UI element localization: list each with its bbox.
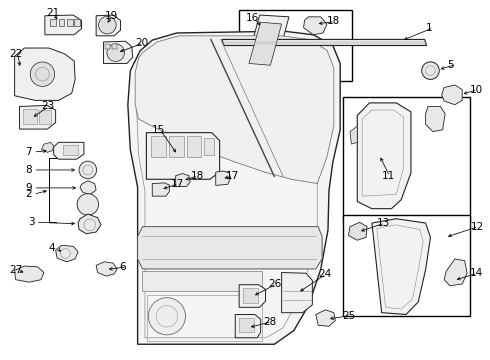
Bar (67, 19, 73, 26)
Polygon shape (372, 219, 431, 315)
Circle shape (79, 161, 97, 179)
Circle shape (30, 62, 55, 86)
Polygon shape (96, 262, 117, 276)
Text: 28: 28 (264, 317, 277, 327)
Bar (239, 318, 254, 332)
Polygon shape (304, 17, 327, 35)
Text: 18: 18 (190, 171, 203, 181)
Bar (58, 19, 64, 26)
Polygon shape (96, 15, 121, 36)
Polygon shape (103, 41, 133, 63)
Text: 11: 11 (382, 171, 395, 181)
Circle shape (148, 298, 185, 335)
Polygon shape (80, 181, 96, 194)
Bar (39, 110, 51, 124)
Polygon shape (135, 36, 334, 184)
Circle shape (98, 16, 116, 34)
Bar (239, 10, 352, 81)
Text: 7: 7 (25, 147, 32, 157)
Bar (203, 138, 214, 155)
Polygon shape (426, 107, 445, 132)
Circle shape (77, 194, 98, 215)
Text: 27: 27 (10, 265, 23, 275)
Polygon shape (441, 85, 462, 105)
Text: 2: 2 (25, 189, 32, 199)
Bar (105, 44, 110, 49)
Polygon shape (348, 222, 367, 240)
Text: 10: 10 (469, 85, 483, 95)
Text: 16: 16 (246, 13, 259, 23)
Bar (187, 136, 201, 157)
Polygon shape (152, 183, 170, 196)
Text: 1: 1 (426, 23, 432, 33)
Text: 25: 25 (343, 311, 356, 320)
Polygon shape (282, 273, 312, 313)
Polygon shape (55, 245, 78, 262)
Bar (74, 19, 80, 26)
Polygon shape (45, 15, 81, 35)
Polygon shape (128, 31, 340, 344)
Polygon shape (216, 171, 230, 185)
Text: 6: 6 (119, 262, 126, 272)
Polygon shape (239, 285, 266, 307)
Bar (243, 288, 258, 303)
Text: 12: 12 (470, 222, 484, 231)
Polygon shape (20, 105, 55, 129)
Polygon shape (444, 259, 467, 286)
Polygon shape (176, 174, 190, 186)
Text: 4: 4 (49, 243, 55, 253)
Text: 23: 23 (41, 102, 54, 112)
Text: 9: 9 (25, 183, 32, 193)
Polygon shape (42, 142, 54, 152)
Text: 19: 19 (104, 11, 118, 21)
Polygon shape (245, 15, 289, 72)
Text: 17: 17 (225, 171, 239, 181)
Bar (343, 97, 469, 222)
Text: 24: 24 (318, 269, 331, 279)
Text: 15: 15 (152, 125, 166, 135)
Polygon shape (222, 40, 427, 45)
Bar (63, 145, 78, 155)
Text: 22: 22 (10, 49, 23, 59)
Bar (170, 136, 184, 157)
Polygon shape (78, 214, 101, 234)
Text: 20: 20 (136, 38, 149, 48)
Text: 26: 26 (269, 279, 282, 289)
Polygon shape (54, 142, 84, 159)
Polygon shape (249, 22, 282, 65)
Polygon shape (235, 315, 261, 338)
Text: 5: 5 (447, 59, 454, 69)
Bar (112, 44, 117, 49)
Polygon shape (147, 133, 220, 179)
Text: 13: 13 (377, 218, 390, 228)
Circle shape (107, 44, 124, 62)
Polygon shape (350, 126, 357, 144)
Circle shape (422, 62, 439, 80)
Text: 21: 21 (46, 8, 59, 18)
Text: 8: 8 (25, 165, 32, 175)
Bar (23, 109, 37, 124)
Polygon shape (357, 103, 411, 209)
Text: 18: 18 (327, 17, 340, 27)
Polygon shape (15, 266, 44, 282)
Bar (50, 19, 55, 26)
Polygon shape (138, 226, 322, 269)
Text: 14: 14 (469, 268, 483, 278)
Polygon shape (15, 48, 75, 100)
Bar (343, 215, 469, 316)
Bar (151, 136, 166, 157)
Bar (143, 271, 262, 291)
Polygon shape (316, 310, 335, 326)
Text: 3: 3 (28, 217, 34, 227)
Text: 17: 17 (171, 179, 184, 189)
